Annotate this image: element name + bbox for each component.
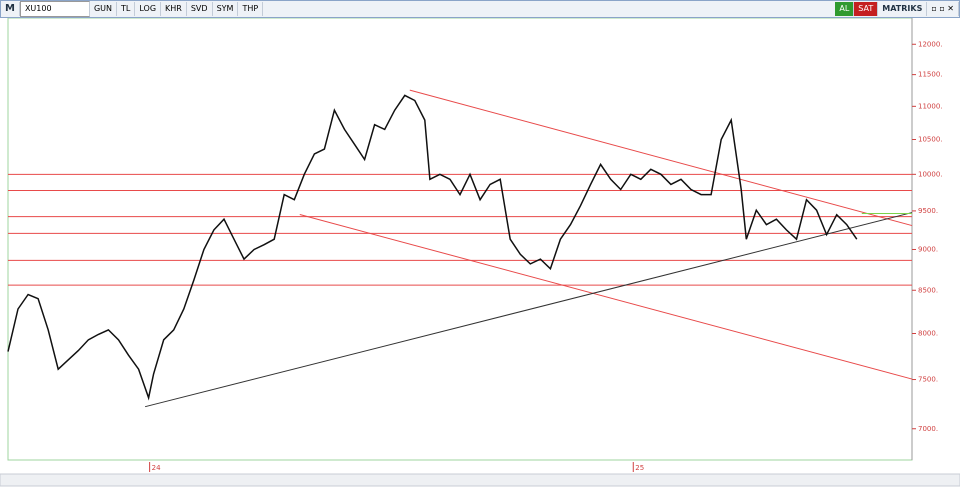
tool-button[interactable]: SVD: [187, 2, 213, 16]
x-tick-label: 25: [635, 464, 644, 472]
price-line: [7, 94, 858, 401]
toolbar: M XU100 GUN TL LOG KHR SVD SYM THP AL SA…: [0, 0, 960, 18]
sell-button[interactable]: SAT: [854, 2, 879, 16]
y-tick-label: 9000.: [918, 245, 938, 253]
y-tick-label: 8000.: [918, 329, 938, 337]
tool-button[interactable]: GUN: [90, 2, 117, 16]
brand: MATRIKS: [878, 2, 928, 16]
y-tick-label: 10500.: [918, 136, 943, 144]
tool-button[interactable]: THP: [238, 2, 264, 16]
trend-line: [409, 89, 913, 227]
y-tick-label: 11500.: [918, 71, 943, 79]
y-tick-label: 10000.: [918, 170, 943, 178]
x-tick-label: 24: [152, 464, 161, 472]
chart: 7000. 7500. 8000. 8500. 9000. 9500. 10000. 1050…: [0, 18, 960, 487]
plot-area: [7, 18, 913, 461]
tool-button[interactable]: TL: [117, 2, 136, 16]
y-tick-label: 9500.: [918, 207, 938, 215]
logo: M: [1, 2, 20, 16]
buy-button[interactable]: AL: [835, 2, 855, 16]
y-tick-label: 11000.: [918, 102, 943, 110]
scrollbar[interactable]: [0, 473, 960, 487]
y-tick-label: 8500.: [918, 286, 938, 294]
y-tick-label: 7000.: [918, 425, 938, 433]
window-buttons[interactable]: ▫ ▫ ✕: [927, 2, 959, 16]
tool-button[interactable]: KHR: [161, 2, 187, 16]
tool-button[interactable]: LOG: [135, 2, 162, 16]
symbol-field[interactable]: XU100: [19, 1, 90, 17]
y-tick-label: 12000.: [918, 40, 943, 48]
y-tick-label: 7500.: [918, 376, 938, 384]
trend-line: [299, 214, 913, 380]
trend-line: [144, 212, 913, 408]
tool-button[interactable]: SYM: [213, 2, 239, 16]
